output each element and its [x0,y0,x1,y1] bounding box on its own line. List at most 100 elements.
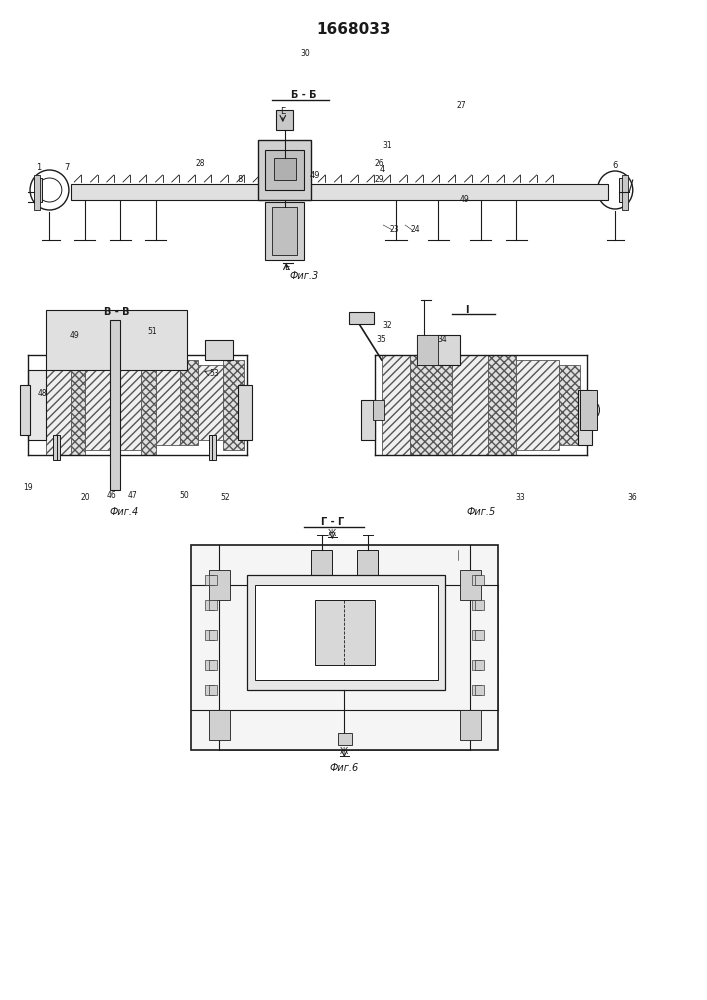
Text: 4: 4 [379,165,385,174]
Bar [417,335,438,365]
Bar [223,360,244,450]
Text: Г - Г: Г - Г [321,517,344,527]
Text: 50: 50 [179,491,189,500]
Bar [180,360,198,445]
Bar [258,590,315,675]
Text: 1668033: 1668033 [316,22,391,37]
Bar [622,175,628,210]
Text: 51: 51 [147,328,157,336]
Bar [209,710,230,740]
Bar [349,312,374,324]
Bar [475,575,484,585]
Bar [209,685,217,695]
Bar [209,435,216,460]
Bar [460,570,481,600]
Bar [205,685,214,695]
Bar [191,545,498,750]
Text: 49: 49 [69,330,79,340]
Bar [85,360,141,450]
Bar [357,550,378,575]
Bar [255,585,438,680]
Bar [272,207,297,255]
Bar [382,355,410,455]
Bar [475,630,484,640]
Bar [28,370,46,440]
Bar [20,385,30,435]
Bar [472,685,481,695]
Bar [209,570,230,600]
Bar [276,110,293,130]
Bar [559,365,580,445]
Bar [205,575,214,585]
Bar [110,315,184,365]
Bar [258,140,311,200]
Bar [580,390,597,430]
Bar [375,590,431,675]
Bar [219,725,470,750]
Bar [472,660,481,670]
Bar [209,660,217,670]
Bar [205,630,214,640]
Bar [46,310,187,370]
Bar [238,385,252,440]
Text: Е: Е [284,263,289,272]
Text: 36: 36 [628,493,638,502]
Bar [470,585,498,710]
Bar [361,400,375,440]
Bar [205,340,233,360]
Text: Фиг.6: Фиг.6 [329,763,359,773]
Bar [247,575,445,690]
Bar [338,733,352,745]
Text: Фиг.5: Фиг.5 [466,507,496,517]
Bar [475,685,484,695]
Text: 34: 34 [437,336,447,344]
Text: 1: 1 [36,162,42,172]
Bar [472,575,481,585]
Text: 23: 23 [390,226,399,234]
Bar [34,175,40,210]
Text: Фиг.4: Фиг.4 [109,507,139,517]
Bar [417,335,460,365]
Bar [209,600,217,610]
Text: 29: 29 [375,176,385,184]
Text: 46: 46 [107,491,117,500]
Bar [209,630,217,640]
Bar [265,202,304,260]
Text: 31: 31 [382,140,392,149]
Bar [141,355,156,455]
Text: 48: 48 [37,388,47,397]
Bar [156,365,180,445]
Bar [452,355,488,455]
Bar [49,315,106,365]
Text: 24: 24 [410,226,420,234]
Bar [516,360,559,450]
Text: 53: 53 [209,368,219,377]
Bar [488,355,516,455]
Text: 49: 49 [310,170,320,180]
Text: 49: 49 [460,196,469,205]
Text: 20: 20 [80,493,90,502]
Bar [619,178,627,202]
Text: I: I [465,305,468,315]
Bar [410,355,452,455]
Bar [472,630,481,640]
Text: Б - Б: Б - Б [291,90,317,100]
Text: Ж: Ж [340,748,349,756]
Bar [475,600,484,610]
Text: 30: 30 [300,48,310,57]
Bar [265,150,304,190]
Text: 35: 35 [377,336,387,344]
Bar [71,184,608,200]
Bar [315,600,375,665]
Bar [198,365,223,440]
Text: 6: 6 [612,160,618,169]
Bar [34,178,42,202]
Text: 7: 7 [64,162,70,172]
Text: 19: 19 [23,483,33,491]
Text: 47: 47 [128,491,138,500]
Bar [205,660,214,670]
Bar [373,400,384,420]
Bar [110,320,120,490]
Bar [578,390,592,445]
Text: 26: 26 [374,159,384,168]
